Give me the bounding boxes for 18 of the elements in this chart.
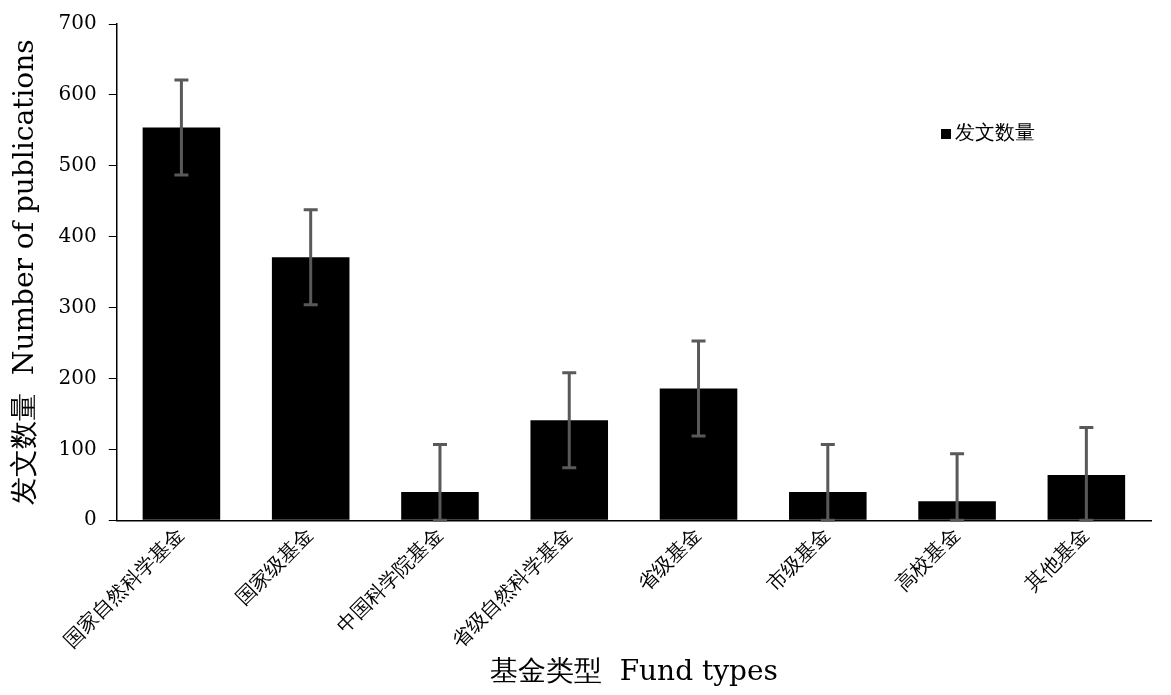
- y-tick-label: 0: [84, 506, 97, 531]
- x-tick-label: 高校基金: [890, 522, 965, 596]
- x-tick-label: 其他基金: [1020, 522, 1094, 596]
- legend-label: 发文数量: [955, 120, 1035, 145]
- x-tick-label: 省级基金: [632, 522, 706, 596]
- x-tick-label: 国家级基金: [230, 522, 318, 610]
- y-tick-label: 600: [58, 81, 97, 106]
- x-tick-label: 市级基金: [761, 522, 836, 596]
- x-axis-title: 基金类型 Fund types: [489, 654, 778, 688]
- x-tick-label: 省级自然科学基金: [446, 522, 577, 653]
- y-tick-label: 100: [58, 435, 97, 460]
- y-tick-label: 400: [58, 222, 97, 247]
- y-tick-label: 500: [58, 152, 97, 176]
- y-axis-title: 发文数量 Number of publications: [7, 39, 41, 505]
- y-tick-label: 300: [58, 293, 97, 318]
- y-tick-label: 700: [58, 10, 97, 35]
- y-tick-label: 200: [58, 364, 97, 389]
- x-tick-label: 中国科学院基金: [331, 522, 448, 638]
